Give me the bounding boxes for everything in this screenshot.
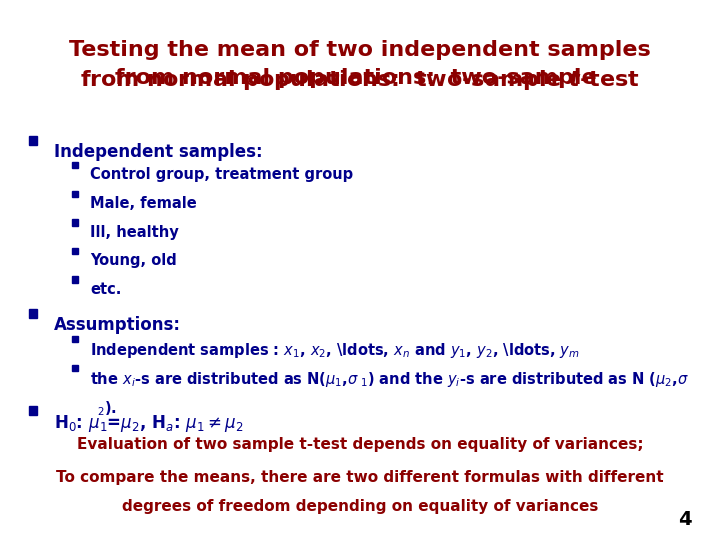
Text: Control group, treatment group: Control group, treatment group <box>90 167 353 183</box>
Text: from normal populations:  two-sample $\bfit{t}$-test: from normal populations: two-sample $\bf… <box>80 68 640 91</box>
Text: Testing the mean of two independent samples: Testing the mean of two independent samp… <box>69 40 651 60</box>
Text: Ill, healthy: Ill, healthy <box>90 225 179 240</box>
Bar <box>29 309 37 318</box>
Bar <box>72 336 78 342</box>
Text: $_2$).: $_2$). <box>97 400 117 419</box>
Text: degrees of freedom depending on equality of variances: degrees of freedom depending on equality… <box>122 500 598 515</box>
Bar <box>72 248 78 254</box>
Bar <box>72 162 78 168</box>
Bar <box>72 191 78 197</box>
Bar <box>72 364 78 371</box>
Text: To compare the means, there are two different formulas with different: To compare the means, there are two diff… <box>56 470 664 485</box>
Text: H$_0$: $\mu_1$=$\mu_2$, H$_a$: $\mu_1$$\neq$$\mu_2$: H$_0$: $\mu_1$=$\mu_2$, H$_a$: $\mu_1$$\… <box>54 413 243 434</box>
Bar <box>29 406 37 415</box>
Text: Independent samples : $x_1$, $x_2$, \ldots, $x_n$ and $y_1$, $y_2$, \ldots, $y_m: Independent samples : $x_1$, $x_2$, \ldo… <box>90 341 580 360</box>
Bar <box>72 276 78 283</box>
Text: from normal populations:  two-sample: from normal populations: two-sample <box>115 68 605 87</box>
Text: Male, female: Male, female <box>90 196 197 211</box>
Text: 4: 4 <box>678 510 691 529</box>
Bar <box>29 136 37 145</box>
Bar <box>72 219 78 226</box>
Text: Evaluation of two sample t-test depends on equality of variances;: Evaluation of two sample t-test depends … <box>77 437 643 453</box>
Text: Independent samples:: Independent samples: <box>54 143 263 161</box>
Text: the $x_i$-s are distributed as N($\mu_1$,$\sigma$$_{\ 1}$) and the $y_i$-s are d: the $x_i$-s are distributed as N($\mu_1$… <box>90 370 689 389</box>
Text: etc.: etc. <box>90 282 122 297</box>
Text: Young, old: Young, old <box>90 253 176 268</box>
Text: Assumptions:: Assumptions: <box>54 316 181 334</box>
